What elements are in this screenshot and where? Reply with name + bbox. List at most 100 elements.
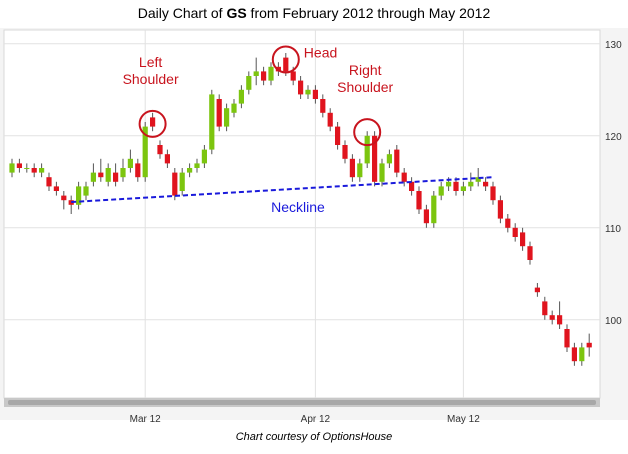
candle-body xyxy=(483,181,489,187)
candle-body xyxy=(90,172,96,182)
x-tick-label: Apr 12 xyxy=(301,414,331,425)
y-tick-label: 130 xyxy=(605,40,622,51)
candle-body xyxy=(179,172,185,191)
candle-body xyxy=(490,186,496,201)
candle-body xyxy=(497,200,503,219)
candle-body xyxy=(283,57,289,72)
candle-body xyxy=(253,71,259,76)
candle-body xyxy=(468,181,474,187)
candle-body xyxy=(39,168,45,173)
candle-body xyxy=(460,186,466,191)
neckline-label: Neckline xyxy=(271,199,325,215)
candle-body xyxy=(150,117,156,127)
annotation-label: Right xyxy=(349,62,382,78)
candle-body xyxy=(61,195,67,201)
candle-body xyxy=(364,135,370,164)
candle-body xyxy=(187,168,193,173)
candle-body xyxy=(127,158,133,168)
candle-body xyxy=(549,315,555,320)
candle-body xyxy=(327,112,333,127)
candle-body xyxy=(224,108,230,127)
candle-body xyxy=(438,186,444,196)
title-part: GS xyxy=(226,5,246,21)
candle-body xyxy=(586,342,592,348)
candle-body xyxy=(105,168,111,182)
candle-body xyxy=(446,181,452,187)
annotation-label: Shoulder xyxy=(123,71,179,87)
candle-body xyxy=(46,177,52,187)
candle-body xyxy=(209,94,215,150)
candle-body xyxy=(342,145,348,159)
annotation-circle xyxy=(138,109,167,138)
x-tick-label: May 12 xyxy=(447,414,480,425)
candle-body xyxy=(31,168,37,173)
candle-body xyxy=(401,172,407,182)
y-tick-label: 120 xyxy=(605,132,622,143)
chart-title: Daily Chart of GS from February 2012 thr… xyxy=(138,5,491,21)
candle-body xyxy=(268,66,274,81)
y-tick-label: 100 xyxy=(605,316,622,327)
candle-body xyxy=(231,103,237,113)
candle-body xyxy=(579,347,585,362)
candle-body xyxy=(201,149,207,164)
x-tick-label: Mar 12 xyxy=(130,414,162,425)
candle-body xyxy=(298,80,304,95)
annotation-label: Left xyxy=(139,54,162,70)
candle-body xyxy=(416,191,422,210)
scrollbar-thumb xyxy=(8,400,596,405)
candle-body xyxy=(113,172,119,182)
candle-body xyxy=(261,71,267,81)
candle-body xyxy=(394,149,400,173)
footer: Chart courtesy of OptionsHouse xyxy=(236,431,393,443)
title-part: Daily Chart of xyxy=(138,5,227,21)
candle-body xyxy=(409,181,415,191)
candle-body xyxy=(557,315,563,325)
candle-body xyxy=(386,154,392,164)
candle-body xyxy=(68,200,74,205)
candle-body xyxy=(372,135,378,182)
candle-body xyxy=(505,218,511,228)
candle-body xyxy=(216,99,222,127)
candle-body xyxy=(194,163,200,168)
candle-body xyxy=(527,246,533,260)
candle-body xyxy=(135,163,141,178)
candle-body xyxy=(520,232,526,247)
candle-body xyxy=(164,154,170,164)
candle-body xyxy=(564,329,570,348)
neckline xyxy=(71,176,494,204)
y-tick-label: 110 xyxy=(605,224,621,235)
annotation-label: Head xyxy=(304,44,337,60)
candle-body xyxy=(76,186,82,205)
candle-body xyxy=(120,168,126,178)
candle-body xyxy=(83,186,89,196)
title-part: from February 2012 through May 2012 xyxy=(247,5,491,21)
candle-body xyxy=(53,186,59,191)
candle-body xyxy=(320,99,326,113)
candle-body xyxy=(453,181,459,191)
annotation-label: Shoulder xyxy=(337,79,393,95)
candle-body xyxy=(571,347,577,362)
candle-body xyxy=(16,163,22,168)
candle-body xyxy=(534,287,540,293)
candle-body xyxy=(246,76,252,90)
annotation-circle xyxy=(353,118,382,147)
candle-body xyxy=(157,145,163,155)
candle-body xyxy=(9,163,15,173)
candle-body xyxy=(24,168,30,169)
annotation-circle xyxy=(271,45,300,74)
candle-body xyxy=(312,89,318,99)
candle-body xyxy=(98,172,104,178)
candle-body xyxy=(305,89,311,95)
candle-body xyxy=(238,89,244,104)
candle-body xyxy=(512,227,518,237)
candle-body xyxy=(335,126,341,145)
candle-body xyxy=(379,163,385,182)
candle-body xyxy=(542,301,548,316)
candle-body xyxy=(290,71,296,81)
candle-body xyxy=(349,158,355,178)
candle-body xyxy=(172,172,178,196)
candle-body xyxy=(431,195,437,224)
candle-body xyxy=(357,163,363,178)
